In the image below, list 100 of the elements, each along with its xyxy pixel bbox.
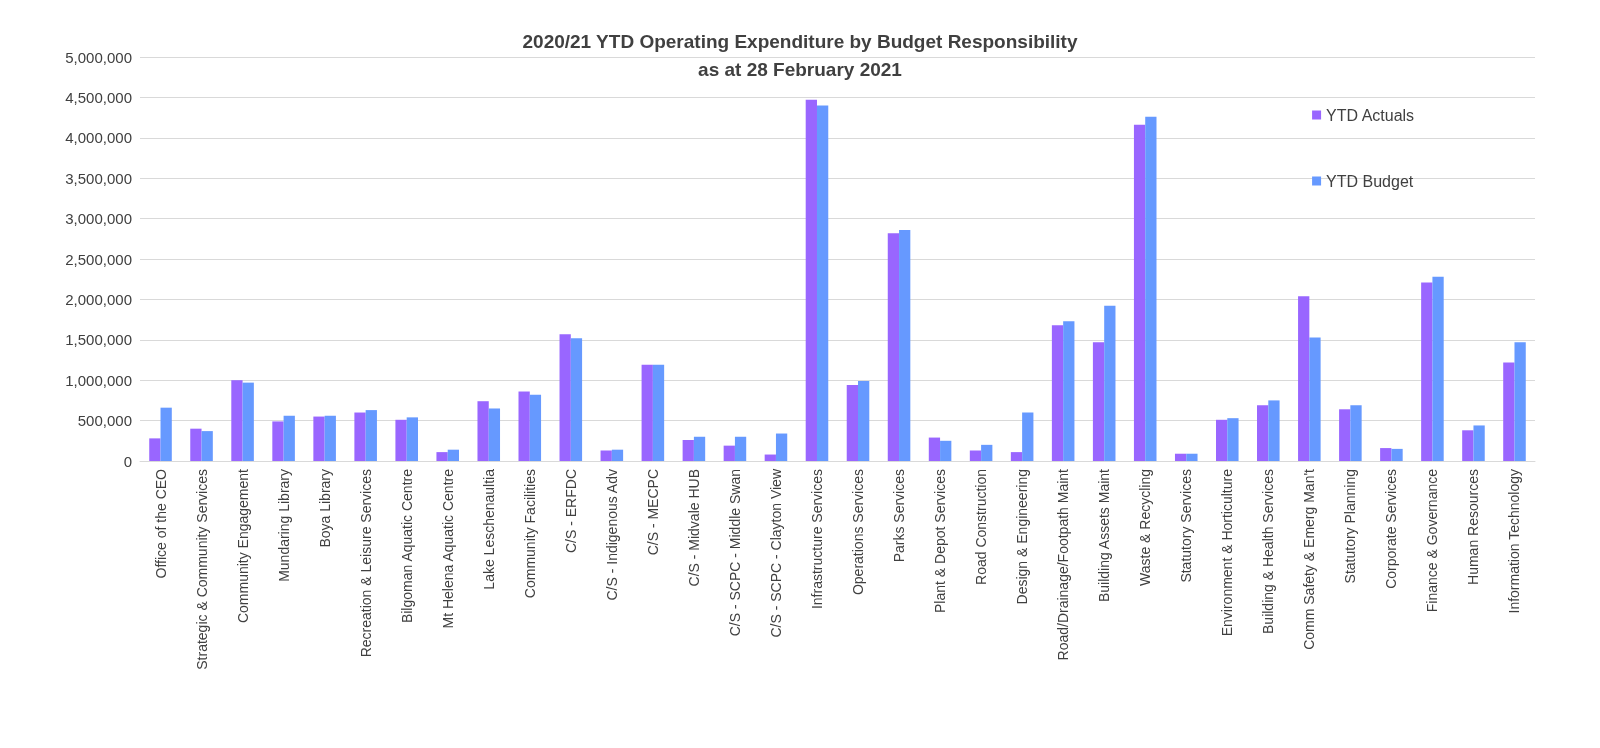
x-tick-label: Office of the CEO: [152, 468, 169, 579]
bar: [324, 415, 336, 461]
bar: [313, 416, 325, 461]
bar: [488, 408, 501, 461]
bar: [1298, 296, 1310, 461]
bar: [1339, 409, 1351, 461]
bar: [201, 431, 213, 461]
bar: [1268, 400, 1280, 461]
bar: [1145, 116, 1157, 461]
bar: [1186, 453, 1198, 461]
chart-title: 2020/21 YTD Operating Expenditure by Budget Responsibility as at 28 February 2021: [522, 30, 1078, 80]
bar: [641, 364, 653, 461]
bar: [734, 436, 747, 461]
bar: [242, 382, 254, 461]
bar: [1022, 412, 1034, 461]
x-tick-label: Human Resources: [1465, 469, 1482, 585]
x-tick-label: Road/Drainage/Footpath Maint: [1055, 468, 1072, 661]
bar: [272, 421, 284, 461]
bar: [899, 229, 911, 461]
x-tick-label: Mt Helena Aquatic Centre: [439, 468, 456, 629]
bar: [1432, 276, 1444, 461]
bar: [570, 338, 583, 461]
bar: [518, 391, 530, 461]
bar: [928, 437, 941, 461]
bar: [190, 428, 202, 461]
y-tick-label: 1,500,000: [65, 331, 132, 349]
bar: [283, 415, 295, 461]
bar: [969, 450, 982, 461]
x-tick-label: Statutory Services: [1178, 469, 1195, 583]
bar: [1227, 418, 1239, 461]
x-tick-label: Bilgoman Aquatic Centre: [398, 468, 415, 624]
bar: [1051, 325, 1064, 461]
x-tick-label: C/S - Midvale HUB: [685, 469, 702, 587]
bar: [764, 454, 776, 461]
y-tick-label: 4,500,000: [65, 88, 132, 106]
bar: [600, 450, 612, 461]
bar: [1473, 425, 1485, 461]
bar: [1503, 362, 1515, 461]
bar: [940, 440, 952, 461]
bar: [1092, 342, 1105, 461]
bar: [1010, 452, 1023, 461]
bar: [775, 433, 788, 461]
bar: [652, 364, 665, 461]
x-tick-label: C/S - SCPC - Middle Swan: [726, 469, 743, 637]
x-tick-label: Operations Services: [850, 469, 867, 596]
bar: [682, 439, 694, 461]
bar: [160, 407, 172, 461]
bar: [1174, 453, 1187, 461]
bar: [447, 449, 459, 461]
bar: [1350, 405, 1362, 461]
bar: [1309, 337, 1321, 461]
bar: [1104, 305, 1116, 461]
x-tick-label: Corporate Services: [1383, 469, 1400, 589]
bar: [1421, 282, 1433, 461]
bar: [1063, 321, 1075, 461]
bar: [1257, 405, 1269, 461]
y-tick-label: 2,500,000: [65, 250, 132, 268]
bar: [1462, 430, 1474, 461]
x-tick-label: Lake Leschenaultia: [480, 468, 497, 590]
y-tick-label: 4,000,000: [65, 129, 132, 147]
x-tick-label: Design & Engineering: [1014, 469, 1031, 605]
bar: [231, 380, 243, 461]
x-tick-label: Recreation & Leisure Services: [357, 469, 374, 658]
y-tick-label: 500,000: [77, 412, 132, 430]
y-tick-label: 3,000,000: [65, 210, 132, 228]
bar: [816, 105, 829, 461]
bar: [395, 419, 407, 461]
x-tick-label: C/S - MECPC: [644, 469, 661, 556]
x-tick-label: C/S - SCPC - Clayton View: [767, 468, 784, 638]
x-tick-label: Mundaring Library: [275, 469, 292, 582]
bar: [1380, 448, 1392, 461]
bar: [354, 412, 366, 461]
x-tick-label: Building Assets Maint: [1096, 468, 1113, 603]
x-tick-label: Community Facilities: [521, 469, 538, 599]
bar: [436, 452, 448, 461]
x-tick-label: Plant & Depot Services: [932, 469, 949, 613]
legend-label: YTD Budget: [1326, 172, 1414, 190]
y-tick-label: 5,000,000: [65, 48, 132, 66]
x-tick-label: Statutory Planning: [1342, 469, 1359, 584]
x-tick-label: Community Engagement: [234, 468, 251, 624]
x-tick-label: C/S - Indigenous Adv: [603, 469, 620, 601]
x-tick-label: Boya Library: [316, 469, 333, 548]
bar: [477, 401, 489, 461]
x-tick-label: Information Technology: [1506, 469, 1523, 614]
x-tick-label: Waste & Recycling: [1137, 469, 1154, 586]
x-tick-label: C/S - ERFDC: [562, 469, 579, 553]
x-tick-label: Environment & Horticulture: [1219, 468, 1236, 637]
bar: [805, 99, 817, 461]
bar: [1514, 342, 1526, 461]
bar: [1133, 124, 1146, 461]
bar: [1391, 448, 1403, 461]
y-tick-label: 2,000,000: [65, 290, 132, 308]
bar: [693, 436, 706, 461]
y-tick-label: 1,000,000: [65, 371, 132, 389]
x-tick-label: Strategic & Community Services: [193, 469, 210, 670]
bar: [723, 445, 735, 461]
y-tick-label: 3,500,000: [65, 169, 132, 187]
x-tick-label: Infrastructure Services: [808, 469, 825, 610]
x-tick-label: Building & Health Services: [1260, 469, 1277, 634]
bar: [858, 381, 870, 461]
